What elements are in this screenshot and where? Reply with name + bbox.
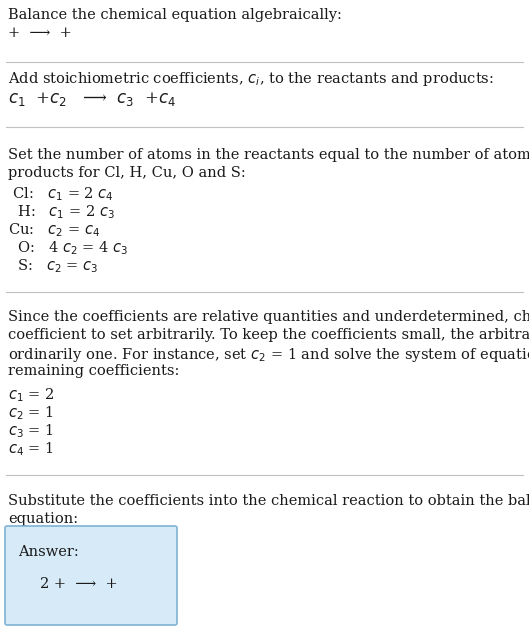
Text: 2 +  ⟶  +: 2 + ⟶ +	[40, 577, 117, 591]
Text: Answer:: Answer:	[18, 545, 79, 559]
FancyBboxPatch shape	[5, 526, 177, 625]
Text: Add stoichiometric coefficients, $c_i$, to the reactants and products:: Add stoichiometric coefficients, $c_i$, …	[8, 70, 494, 88]
Text: H:   $c_1$ = 2 $c_3$: H: $c_1$ = 2 $c_3$	[8, 203, 115, 221]
Text: S:   $c_2$ = $c_3$: S: $c_2$ = $c_3$	[8, 257, 98, 275]
Text: coefficient to set arbitrarily. To keep the coefficients small, the arbitrary va: coefficient to set arbitrarily. To keep …	[8, 328, 529, 342]
Text: products for Cl, H, Cu, O and S:: products for Cl, H, Cu, O and S:	[8, 166, 246, 180]
Text: $c_3$ = 1: $c_3$ = 1	[8, 422, 53, 440]
Text: O:   4 $c_2$ = 4 $c_3$: O: 4 $c_2$ = 4 $c_3$	[8, 239, 129, 257]
Text: Set the number of atoms in the reactants equal to the number of atoms in the: Set the number of atoms in the reactants…	[8, 148, 529, 162]
Text: Cu:   $c_2$ = $c_4$: Cu: $c_2$ = $c_4$	[8, 221, 100, 239]
Text: Since the coefficients are relative quantities and underdetermined, choose a: Since the coefficients are relative quan…	[8, 310, 529, 324]
Text: $c_1$  +$c_2$   ⟶  $c_3$  +$c_4$: $c_1$ +$c_2$ ⟶ $c_3$ +$c_4$	[8, 90, 176, 108]
Text: +  ⟶  +: + ⟶ +	[8, 26, 72, 40]
Text: ordinarily one. For instance, set $c_2$ = 1 and solve the system of equations fo: ordinarily one. For instance, set $c_2$ …	[8, 346, 529, 364]
Text: $c_4$ = 1: $c_4$ = 1	[8, 440, 53, 458]
Text: equation:: equation:	[8, 512, 78, 526]
Text: Substitute the coefficients into the chemical reaction to obtain the balanced: Substitute the coefficients into the che…	[8, 494, 529, 508]
Text: Cl:   $c_1$ = 2 $c_4$: Cl: $c_1$ = 2 $c_4$	[8, 185, 114, 203]
Text: remaining coefficients:: remaining coefficients:	[8, 364, 179, 378]
Text: Balance the chemical equation algebraically:: Balance the chemical equation algebraica…	[8, 8, 342, 22]
Text: $c_1$ = 2: $c_1$ = 2	[8, 386, 54, 404]
Text: $c_2$ = 1: $c_2$ = 1	[8, 404, 53, 422]
